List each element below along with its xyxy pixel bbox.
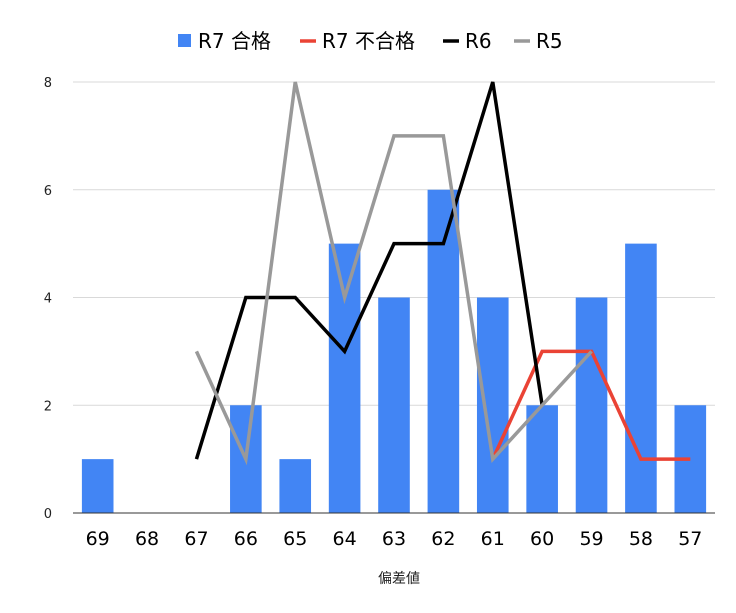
line-series-2	[194, 81, 544, 460]
x-tick-label: 61	[481, 528, 505, 550]
bar-69	[81, 459, 114, 513]
bar-58	[625, 243, 657, 513]
legend-label: R7 合格	[198, 29, 271, 53]
line-series-3	[194, 81, 593, 466]
bar-61	[476, 297, 509, 513]
y-tick-label: 4	[44, 292, 52, 307]
legend-label: R6	[465, 29, 492, 53]
x-tick-label: 65	[283, 528, 307, 550]
x-tick-label: 62	[431, 528, 455, 550]
bar-59	[575, 297, 608, 513]
bar-64	[328, 243, 361, 513]
x-tick-label: 60	[530, 528, 554, 550]
bar-63	[378, 297, 410, 513]
y-axis-ticks: 0 2 4 6 8	[44, 76, 52, 522]
bar-60	[526, 405, 558, 513]
y-tick-label: 2	[44, 399, 52, 414]
x-tick-label: 59	[579, 528, 603, 550]
bar-series	[81, 189, 707, 513]
x-axis-ticks: 69 68 67 66 65 64 63 62 61 60 59 58 57	[86, 528, 703, 550]
x-tick-label: 68	[135, 528, 159, 550]
x-tick-label: 66	[234, 528, 258, 550]
line-series	[194, 81, 691, 466]
x-axis-title: 偏差値	[378, 571, 420, 587]
legend-label: R7 不合格	[322, 29, 415, 53]
y-tick-label: 0	[44, 507, 52, 522]
x-tick-label: 57	[678, 528, 702, 550]
x-tick-label: 69	[86, 528, 110, 550]
y-tick-label: 6	[44, 184, 52, 199]
x-tick-label: 67	[184, 528, 208, 550]
x-tick-label: 64	[333, 528, 357, 550]
legend-label: R5	[536, 29, 563, 53]
chart-legend: R7 合格 R7 不合格 R6 R5	[178, 29, 563, 53]
x-tick-label: 58	[629, 528, 653, 550]
bar-65	[279, 459, 312, 513]
x-tick-label: 63	[382, 528, 406, 550]
y-tick-label: 8	[44, 76, 52, 91]
legend-swatch	[178, 34, 191, 47]
